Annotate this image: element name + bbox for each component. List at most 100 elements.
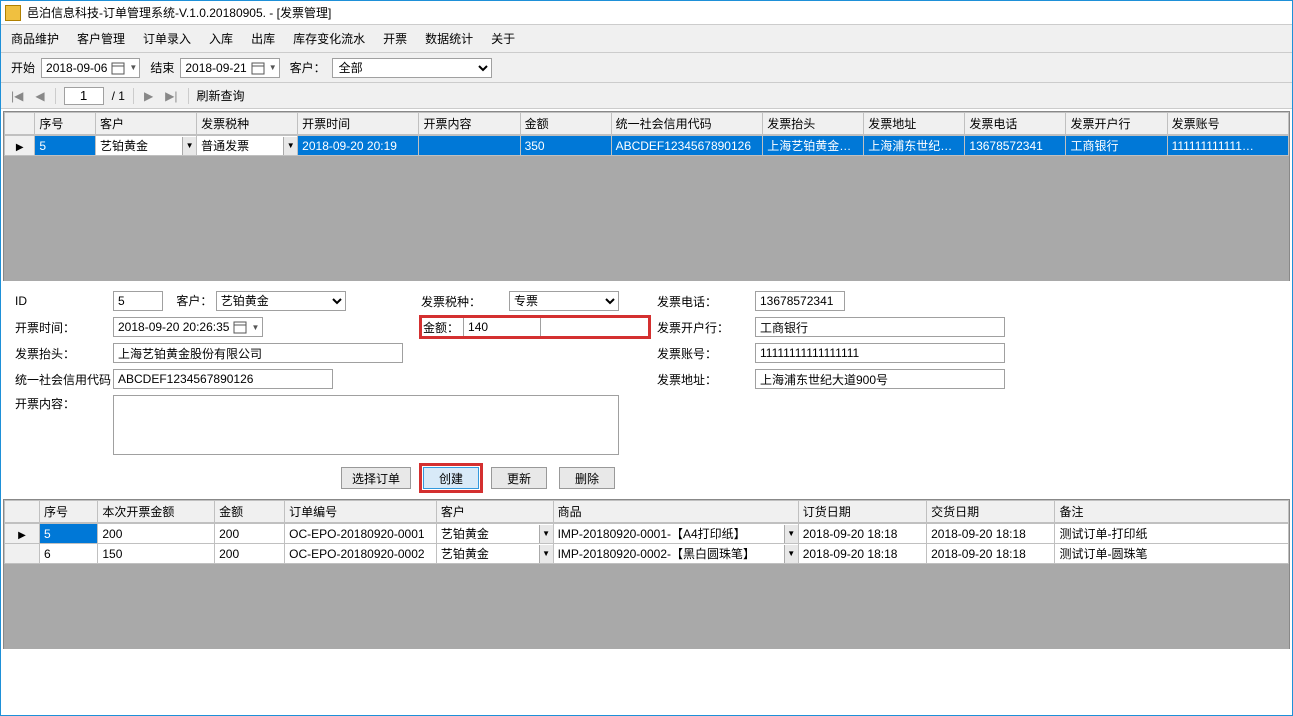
menu-item-customer[interactable]: 客户管理 xyxy=(77,30,125,47)
bank-input[interactable] xyxy=(755,317,1005,337)
end-date-picker[interactable]: 2018-09-21 ▼ xyxy=(180,58,279,78)
uscc-input[interactable] xyxy=(113,369,333,389)
grid1-col-header[interactable]: 开票时间 xyxy=(298,113,419,135)
select-order-button[interactable]: 选择订单 xyxy=(341,467,411,489)
menu-item-stats[interactable]: 数据统计 xyxy=(425,30,473,47)
calendar-icon xyxy=(111,61,125,75)
grid1-col-header[interactable]: 发票开户行 xyxy=(1066,113,1167,135)
menu-item-order-entry[interactable]: 订单录入 xyxy=(143,30,191,47)
end-date-label: 结束 xyxy=(150,59,174,76)
amount-label: 金额： xyxy=(423,319,459,336)
chevron-down-icon[interactable]: ▼ xyxy=(539,545,553,563)
head-input[interactable] xyxy=(113,343,403,363)
order-item-grid: 序号本次开票金额金额订单编号客户商品订货日期交货日期备注 ▶ 5 200 200… xyxy=(3,499,1290,649)
invoice-grid: 序号客户发票税种开票时间开票内容金额统一社会信用代码发票抬头发票地址发票电话发票… xyxy=(3,111,1290,281)
menu-item-outbound[interactable]: 出库 xyxy=(251,30,275,47)
table-row[interactable]: ▶ 5 艺铂黄金▼ 普通发票▼ 2018-09-20 20:19 350 ABC… xyxy=(5,136,1289,156)
end-date-value: 2018-09-21 xyxy=(185,61,246,75)
customer-filter-label: 客户： xyxy=(290,59,326,76)
table-row[interactable]: ▶ 5 200 200 OC-EPO-20180920-0001 艺铂黄金▼ I… xyxy=(5,524,1289,544)
tel-label: 发票电话： xyxy=(657,293,747,310)
start-date-label: 开始 xyxy=(11,59,35,76)
grid1-col-header[interactable]: 金额 xyxy=(520,113,611,135)
grid1-col-header[interactable]: 开票内容 xyxy=(419,113,520,135)
amount-input[interactable] xyxy=(463,317,541,337)
menubar: 商品维护 客户管理 订单录入 入库 出库 库存变化流水 开票 数据统计 关于 xyxy=(1,25,1292,53)
customer-label: 客户： xyxy=(176,294,212,308)
time-label: 开票时间： xyxy=(15,319,105,336)
grid2-col-header[interactable]: 交货日期 xyxy=(927,501,1055,523)
grid1-col-header[interactable]: 发票账号 xyxy=(1167,113,1288,135)
pager-total: / 1 xyxy=(112,89,125,103)
grid2-col-header[interactable]: 序号 xyxy=(40,501,98,523)
filterbar: 开始 2018-09-06 ▼ 结束 2018-09-21 ▼ 客户： 全部 xyxy=(1,53,1292,83)
menu-item-inbound[interactable]: 入库 xyxy=(209,30,233,47)
pager-first-button[interactable]: |◀ xyxy=(9,89,25,103)
grid1-col-header[interactable] xyxy=(5,113,35,135)
addr-label: 发票地址： xyxy=(657,371,747,388)
customer-filter-combo[interactable]: 全部 xyxy=(332,58,492,78)
calendar-icon xyxy=(251,61,265,75)
table-row[interactable]: 6 150 200 OC-EPO-20180920-0002 艺铂黄金▼ IMP… xyxy=(5,544,1289,564)
customer-combo[interactable]: 艺铂黄金 xyxy=(216,291,346,311)
grid1-col-header[interactable]: 客户 xyxy=(95,113,196,135)
grid2-col-header[interactable]: 订单编号 xyxy=(285,501,437,523)
time-picker[interactable]: 2018-09-20 20:26:35 ▼ xyxy=(113,317,263,337)
invoice-form: ID 客户： 艺铂黄金 发票税种： 专票 发票电话： 开票时间： 2018-09… xyxy=(1,283,1292,463)
content-label: 开票内容： xyxy=(15,395,105,412)
grid1-col-header[interactable]: 序号 xyxy=(35,113,96,135)
chevron-down-icon[interactable]: ▼ xyxy=(784,545,798,563)
tax-label: 发票税种： xyxy=(421,293,501,310)
grid2-col-header[interactable]: 商品 xyxy=(553,501,798,523)
titlebar: 邑泊信息科技-订单管理系统-V.1.0.20180905. - [发票管理] xyxy=(1,1,1292,25)
grid2-col-header[interactable]: 本次开票金额 xyxy=(98,501,215,523)
head-label: 发票抬头： xyxy=(15,345,105,362)
tel-input[interactable] xyxy=(755,291,845,311)
chevron-down-icon: ▼ xyxy=(129,63,137,72)
pager-refresh-button[interactable]: 刷新查询 xyxy=(197,87,245,104)
acct-input[interactable] xyxy=(755,343,1005,363)
menu-item-about[interactable]: 关于 xyxy=(491,30,515,47)
grid1-col-header[interactable]: 发票税种 xyxy=(197,113,298,135)
chevron-down-icon[interactable]: ▼ xyxy=(283,137,297,155)
tax-combo[interactable]: 专票 xyxy=(509,291,619,311)
pager-last-button[interactable]: ▶| xyxy=(163,89,179,103)
grid1-col-header[interactable]: 发票地址 xyxy=(864,113,965,135)
start-date-value: 2018-09-06 xyxy=(46,61,107,75)
pager-next-button[interactable]: ▶ xyxy=(142,89,155,103)
menu-item-stock-flow[interactable]: 库存变化流水 xyxy=(293,30,365,47)
row-indicator-icon: ▶ xyxy=(16,142,24,153)
acct-label: 发票账号： xyxy=(657,345,747,362)
window-title: 邑泊信息科技-订单管理系统-V.1.0.20180905. - [发票管理] xyxy=(27,4,331,21)
grid2-col-header[interactable]: 订货日期 xyxy=(798,501,926,523)
pager: |◀ ◀ / 1 ▶ ▶| 刷新查询 xyxy=(1,83,1292,109)
addr-input[interactable] xyxy=(755,369,1005,389)
menu-item-invoice[interactable]: 开票 xyxy=(383,30,407,47)
id-input[interactable] xyxy=(113,291,163,311)
grid2-col-header[interactable]: 备注 xyxy=(1055,501,1289,523)
grid1-col-header[interactable]: 发票电话 xyxy=(965,113,1066,135)
grid1-col-header[interactable]: 统一社会信用代码 xyxy=(611,113,763,135)
grid1-col-header[interactable]: 发票抬头 xyxy=(763,113,864,135)
grid2-col-header[interactable]: 金额 xyxy=(215,501,285,523)
chevron-down-icon: ▼ xyxy=(251,323,259,332)
button-row: 选择订单 创建 更新 删除 xyxy=(1,463,1292,497)
invoice-table[interactable]: 序号客户发票税种开票时间开票内容金额统一社会信用代码发票抬头发票地址发票电话发票… xyxy=(4,112,1289,135)
pager-current-input[interactable] xyxy=(64,87,104,105)
pager-prev-button[interactable]: ◀ xyxy=(33,89,46,103)
chevron-down-icon[interactable]: ▼ xyxy=(784,525,798,543)
chevron-down-icon[interactable]: ▼ xyxy=(539,525,553,543)
uscc-label: 统一社会信用代码： xyxy=(15,371,105,388)
update-button[interactable]: 更新 xyxy=(491,467,547,489)
order-item-table[interactable]: 序号本次开票金额金额订单编号客户商品订货日期交货日期备注 xyxy=(4,500,1289,523)
content-textarea[interactable] xyxy=(113,395,619,455)
start-date-picker[interactable]: 2018-09-06 ▼ xyxy=(41,58,140,78)
calendar-icon xyxy=(233,320,247,334)
grid2-col-header[interactable] xyxy=(5,501,40,523)
chevron-down-icon[interactable]: ▼ xyxy=(182,137,196,155)
create-button[interactable]: 创建 xyxy=(423,467,479,489)
menu-item-product[interactable]: 商品维护 xyxy=(11,30,59,47)
delete-button[interactable]: 删除 xyxy=(559,467,615,489)
grid2-col-header[interactable]: 客户 xyxy=(436,501,553,523)
bank-label: 发票开户行： xyxy=(657,319,747,336)
